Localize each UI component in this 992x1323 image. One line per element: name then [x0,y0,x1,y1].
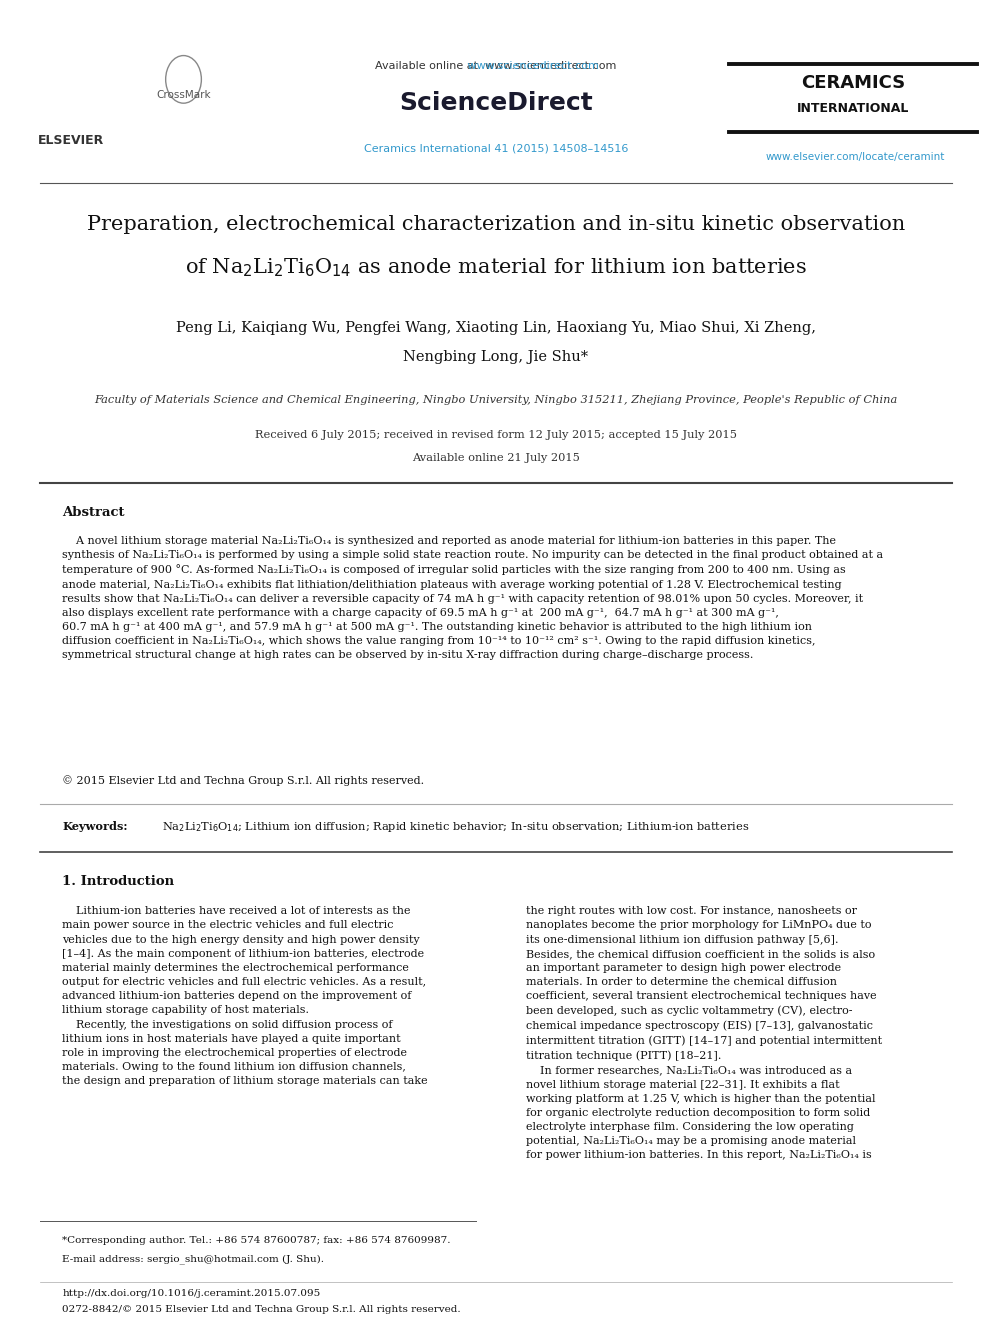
Text: ELSEVIER: ELSEVIER [39,134,104,147]
Text: www.elsevier.com/locate/ceramint: www.elsevier.com/locate/ceramint [766,152,944,163]
Text: of Na$_2$Li$_2$Ti$_6$O$_{14}$ as anode material for lithium ion batteries: of Na$_2$Li$_2$Ti$_6$O$_{14}$ as anode m… [186,255,806,279]
Text: Preparation, electrochemical characterization and in-situ kinetic observation: Preparation, electrochemical characteriz… [87,216,905,234]
Text: ScienceDirect: ScienceDirect [399,91,593,115]
Text: Received 6 July 2015; received in revised form 12 July 2015; accepted 15 July 20: Received 6 July 2015; received in revise… [255,430,737,441]
Text: A novel lithium storage material Na₂Li₂Ti₆O₁₄ is synthesized and reported as ano: A novel lithium storage material Na₂Li₂T… [62,536,884,660]
Text: http://dx.doi.org/10.1016/j.ceramint.2015.07.095: http://dx.doi.org/10.1016/j.ceramint.201… [62,1290,320,1298]
Text: Na$_2$Li$_2$Ti$_6$O$_{14}$; Lithium ion diffusion; Rapid kinetic behavior; In-si: Na$_2$Li$_2$Ti$_6$O$_{14}$; Lithium ion … [162,820,749,833]
Text: Ceramics International 41 (2015) 14508–14516: Ceramics International 41 (2015) 14508–1… [364,143,628,153]
Text: Faculty of Materials Science and Chemical Engineering, Ningbo University, Ningbo: Faculty of Materials Science and Chemica… [94,394,898,405]
Text: 0272-8842/© 2015 Elsevier Ltd and Techna Group S.r.l. All rights reserved.: 0272-8842/© 2015 Elsevier Ltd and Techna… [62,1306,461,1314]
Text: Lithium-ion batteries have received a lot of interests as the
main power source : Lithium-ion batteries have received a lo… [62,906,429,1086]
Text: Nengbing Long, Jie Shu*: Nengbing Long, Jie Shu* [404,351,588,364]
Text: 1. Introduction: 1. Introduction [62,875,175,888]
Text: www.sciencedirect.com: www.sciencedirect.com [394,61,598,71]
Text: Keywords:: Keywords: [62,822,128,832]
Text: CERAMICS: CERAMICS [801,74,906,93]
Text: *Corresponding author. Tel.: +86 574 87600787; fax: +86 574 87609987.: *Corresponding author. Tel.: +86 574 876… [62,1237,451,1245]
Text: the right routes with low cost. For instance, nanosheets or
nanoplates become th: the right routes with low cost. For inst… [526,906,882,1160]
Text: Available online 21 July 2015: Available online 21 July 2015 [412,452,580,463]
Text: Available online at  www.sciencedirect.com: Available online at www.sciencedirect.co… [375,61,617,71]
Text: E-mail address: sergio_shu@hotmail.com (J. Shu).: E-mail address: sergio_shu@hotmail.com (… [62,1254,324,1265]
Text: INTERNATIONAL: INTERNATIONAL [797,102,910,115]
Text: © 2015 Elsevier Ltd and Techna Group S.r.l. All rights reserved.: © 2015 Elsevier Ltd and Techna Group S.r… [62,775,425,786]
Text: Abstract: Abstract [62,505,125,519]
Text: CrossMark: CrossMark [156,90,211,101]
Text: Peng Li, Kaiqiang Wu, Pengfei Wang, Xiaoting Lin, Haoxiang Yu, Miao Shui, Xi Zhe: Peng Li, Kaiqiang Wu, Pengfei Wang, Xiao… [176,321,816,335]
